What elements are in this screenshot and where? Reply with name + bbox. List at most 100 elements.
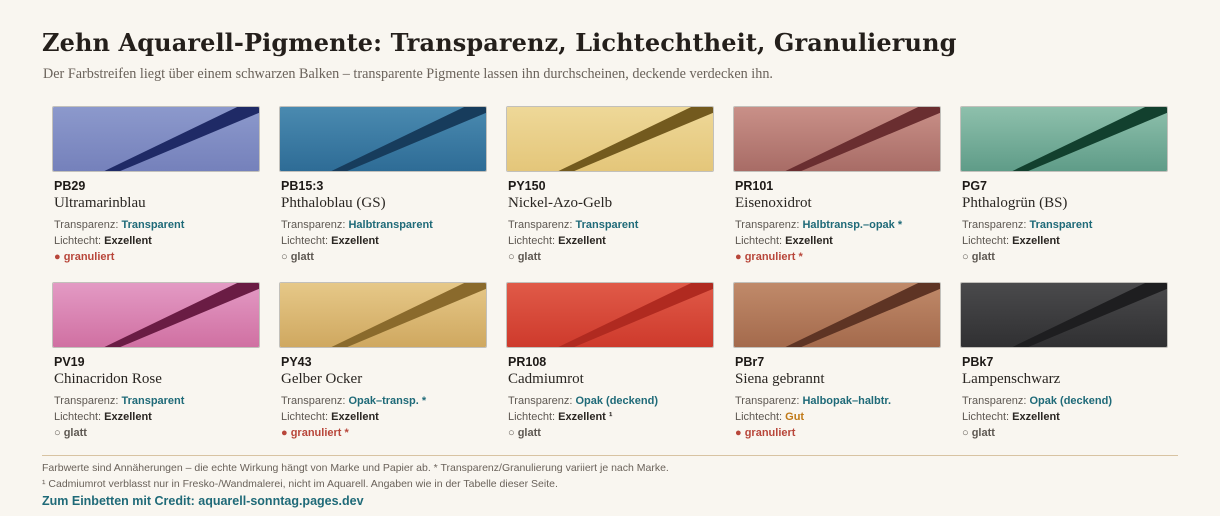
- pigment-name: Gelber Ocker: [281, 371, 363, 387]
- granulation-value: glatt: [971, 427, 995, 439]
- lightfast-row: Lichtecht: Exzellent: [735, 233, 941, 249]
- transparency-value: Transparent: [1029, 219, 1093, 231]
- granulation-value: granuliert *: [744, 251, 803, 263]
- transparency-row: Transparenz: Transparent: [54, 217, 260, 233]
- lightfast-row: Lichtecht: Gut: [735, 409, 941, 425]
- black-band: [785, 283, 940, 347]
- transparency-value: Halbopak–halbtr.: [802, 395, 892, 407]
- transparency-value: Transparent: [121, 219, 185, 231]
- transparency-label: Transparenz:: [962, 219, 1027, 231]
- hollow-dot-icon: ○: [508, 427, 518, 439]
- pigment-code: PB15:3: [281, 179, 324, 193]
- transparency-label: Transparenz:: [281, 219, 346, 231]
- granulation-value: glatt: [517, 427, 541, 439]
- transparency-label: Transparenz:: [735, 219, 800, 231]
- pigment-code: PBk7: [962, 355, 994, 369]
- granulation-row: ○ glatt: [962, 425, 1168, 441]
- lightfast-value: Exzellent: [104, 235, 152, 247]
- granulation-value: glatt: [971, 251, 995, 263]
- lightfast-row: Lichtecht: Exzellent: [962, 233, 1168, 249]
- pigment-grid: PB29 Ultramarinblau Transparenz: Transpare…: [52, 106, 1168, 447]
- pigment-name: Phthaloblau (GS): [281, 195, 386, 211]
- transparency-value: Halbtransparent: [348, 219, 433, 231]
- footnote-1: Farbwerte sind Annäherungen – die echte …: [42, 462, 669, 474]
- color-swatch: [279, 282, 487, 348]
- pigment-code: PB29: [54, 179, 86, 193]
- pigment-name: Eisenoxidrot: [735, 195, 812, 211]
- transparency-value: Transparent: [121, 395, 185, 407]
- granulation-value: granuliert: [63, 251, 115, 263]
- pigment-name: Siena gebrannt: [735, 371, 825, 387]
- color-swatch: [52, 106, 260, 172]
- granulation-value: glatt: [517, 251, 541, 263]
- transparency-row: Transparenz: Opak (deckend): [508, 393, 714, 409]
- lightfast-label: Lichtecht:: [508, 411, 556, 423]
- lightfast-row: Lichtecht: Exzellent: [281, 233, 487, 249]
- pigment-card: PR101 Eisenoxidrot Transparenz: Halbtransp…: [733, 106, 941, 271]
- transparency-label: Transparenz:: [54, 219, 119, 231]
- lightfast-value: Exzellent: [558, 235, 606, 247]
- lightfast-value: Exzellent: [104, 411, 152, 423]
- lightfast-label: Lichtecht:: [281, 235, 329, 247]
- transparency-label: Transparenz:: [508, 219, 573, 231]
- transparency-value: Opak–transp. *: [348, 395, 427, 407]
- pigment-code: PG7: [962, 179, 988, 193]
- transparency-value: Halbtransp.–opak *: [802, 219, 903, 231]
- hollow-dot-icon: ○: [962, 251, 972, 263]
- filled-dot-icon: ●: [54, 251, 64, 263]
- pigment-code: PR101: [735, 179, 774, 193]
- lightfast-value: Exzellent ¹: [558, 411, 613, 423]
- granulation-row: ○ glatt: [54, 425, 260, 441]
- transparency-value: Opak (deckend): [1029, 395, 1112, 407]
- lightfast-row: Lichtecht: Exzellent: [508, 233, 714, 249]
- transparency-row: Transparenz: Transparent: [962, 217, 1168, 233]
- black-band: [104, 107, 259, 171]
- color-swatch: [506, 106, 714, 172]
- pigment-card: PY43 Gelber Ocker Transparenz: Opak–transp…: [279, 282, 487, 447]
- pigment-name: Chinacridon Rose: [54, 371, 162, 387]
- granulation-row: ● granuliert: [54, 249, 260, 265]
- lightfast-row: Lichtecht: Exzellent ¹: [508, 409, 714, 425]
- color-swatch: [733, 106, 941, 172]
- granulation-value: glatt: [290, 251, 314, 263]
- lightfast-value: Exzellent: [1012, 411, 1060, 423]
- pigment-code: PBr7: [735, 355, 765, 369]
- black-band: [1012, 107, 1167, 171]
- hollow-dot-icon: ○: [508, 251, 518, 263]
- divider: [42, 455, 1178, 456]
- pigment-code: PV19: [54, 355, 85, 369]
- lightfast-label: Lichtecht:: [281, 411, 329, 423]
- page-subtitle: Der Farbstreifen liegt über einem schwar…: [43, 66, 773, 82]
- black-band: [785, 107, 940, 171]
- color-swatch: [52, 282, 260, 348]
- granulation-value: granuliert: [744, 427, 796, 439]
- pigment-name: Lampenschwarz: [962, 371, 1061, 387]
- pigment-card: PV19 Chinacridon Rose Transparenz: Transpa…: [52, 282, 260, 447]
- color-swatch: [279, 106, 487, 172]
- pigment-code: PR108: [508, 355, 547, 369]
- pigment-card: PB29 Ultramarinblau Transparenz: Transpare…: [52, 106, 260, 271]
- transparency-label: Transparenz:: [962, 395, 1027, 407]
- pigment-card: PY150 Nickel-Azo-Gelb Transparenz: Transpa…: [506, 106, 714, 271]
- lightfast-value: Exzellent: [331, 235, 379, 247]
- transparency-value: Transparent: [575, 219, 639, 231]
- pigment-code: PY43: [281, 355, 312, 369]
- pigment-code: PY150: [508, 179, 546, 193]
- transparency-row: Transparenz: Halbtransp.–opak *: [735, 217, 941, 233]
- transparency-row: Transparenz: Opak (deckend): [962, 393, 1168, 409]
- pigment-name: Phthalogrün (BS): [962, 195, 1068, 211]
- credit-link[interactable]: Zum Einbetten mit Credit: aquarell-sonnt…: [42, 494, 364, 508]
- filled-dot-icon: ●: [281, 427, 291, 439]
- granulation-value: glatt: [63, 427, 87, 439]
- lightfast-label: Lichtecht:: [735, 235, 783, 247]
- filled-dot-icon: ●: [735, 251, 745, 263]
- transparency-row: Transparenz: Transparent: [54, 393, 260, 409]
- pigment-name: Cadmiumrot: [508, 371, 584, 387]
- lightfast-label: Lichtecht:: [54, 235, 102, 247]
- black-band: [104, 283, 259, 347]
- color-swatch: [506, 282, 714, 348]
- black-band: [558, 283, 713, 347]
- lightfast-row: Lichtecht: Exzellent: [281, 409, 487, 425]
- color-swatch: [733, 282, 941, 348]
- color-swatch: [960, 106, 1168, 172]
